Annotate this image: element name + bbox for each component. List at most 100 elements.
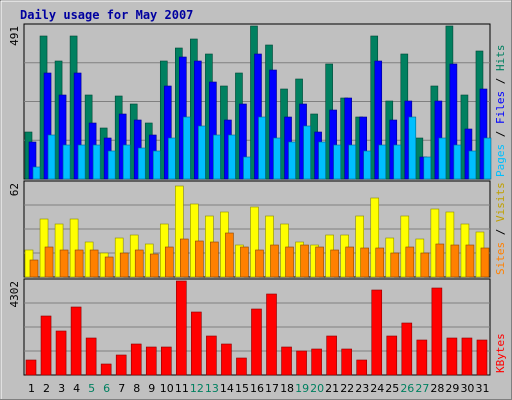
- bar-sites-3: [59, 249, 69, 278]
- bar-kbytes-2: [40, 315, 52, 376]
- bar-kbytes-4: [70, 306, 82, 376]
- legend-separator: /: [494, 124, 507, 144]
- bar-sites-26: [405, 246, 415, 278]
- panel-visits-sites: 62 Sites / Visits: [8, 180, 507, 278]
- bar-pages-26: [408, 116, 417, 180]
- bar-kbytes-6: [100, 363, 112, 376]
- bar-pages-12: [198, 125, 206, 180]
- x-tick-label-26: 26: [400, 382, 414, 395]
- bar-files-23: [359, 116, 368, 180]
- bar-pages-28: [438, 137, 447, 180]
- legend-text: Pages / Files / Hits: [494, 45, 507, 178]
- x-tick-label-21: 21: [325, 382, 339, 395]
- bar-files-3: [58, 94, 67, 180]
- legend-files: Files: [494, 91, 507, 124]
- bar-sites-21: [330, 249, 339, 278]
- legend-separator: /: [494, 71, 507, 91]
- bar-kbytes-3: [55, 330, 67, 376]
- bar-kbytes-31: [476, 339, 488, 376]
- bar-sites-12: [195, 240, 204, 278]
- bar-kbytes-25: [386, 335, 398, 376]
- bar-kbytes-19: [296, 350, 307, 376]
- bar-visits-26: [400, 215, 410, 278]
- bar-pages-8: [137, 147, 146, 180]
- y-max-label: 491: [8, 26, 21, 46]
- x-tick-label-13: 13: [205, 382, 219, 395]
- bar-visits-12: [190, 203, 199, 278]
- bar-kbytes-9: [145, 346, 157, 376]
- bar-pages-11: [183, 116, 191, 180]
- x-tick-label-1: 1: [28, 382, 35, 395]
- x-tick-label-27: 27: [415, 382, 429, 395]
- bar-pages-25: [393, 144, 402, 180]
- bar-kbytes-22: [341, 348, 352, 376]
- bar-files-17: [269, 69, 277, 180]
- bar-files-10: [163, 85, 172, 180]
- bar-pages-31: [483, 137, 492, 180]
- bar-kbytes-16: [251, 308, 262, 376]
- x-tick-label-20: 20: [310, 382, 324, 395]
- y-max-label: 4302: [8, 281, 21, 308]
- bar-visits-11: [175, 185, 184, 278]
- bar-pages-2: [47, 134, 56, 180]
- bar-sites-29: [450, 244, 460, 278]
- legend-sites: Sites: [494, 242, 507, 275]
- legend-visits: Visits: [494, 182, 507, 222]
- bar-pages-6: [107, 150, 116, 180]
- panel-hits-files-pages: 491 Pages / Files / Hits: [8, 23, 507, 180]
- bar-sites-2: [44, 246, 54, 278]
- bar-sites-23: [360, 247, 370, 278]
- bar-pages-17: [273, 137, 281, 180]
- x-tick-label-7: 7: [118, 382, 125, 395]
- bar-files-13: [209, 81, 217, 180]
- bar-sites-5: [89, 249, 99, 278]
- x-tick-label-11: 11: [175, 382, 189, 395]
- bar-kbytes-20: [311, 348, 322, 376]
- bar-pages-29: [453, 144, 462, 180]
- bar-kbytes-14: [221, 343, 232, 376]
- bar-pages-24: [378, 144, 387, 180]
- bar-kbytes-10: [160, 346, 172, 376]
- bar-sites-24: [375, 247, 385, 278]
- x-tick-label-19: 19: [295, 382, 309, 395]
- bar-pages-13: [213, 134, 221, 180]
- bar-sites-25: [390, 252, 400, 278]
- bar-sites-11: [180, 238, 189, 278]
- bar-kbytes-21: [326, 335, 337, 376]
- bar-pages-10: [167, 137, 176, 180]
- bar-pages-1: [32, 166, 41, 180]
- bar-sites-16: [255, 249, 264, 278]
- x-tick-label-2: 2: [43, 382, 50, 395]
- legend-kbytes: KBytes: [494, 333, 507, 373]
- bar-files-12: [194, 60, 202, 180]
- bar-sites-14: [225, 232, 234, 278]
- bar-pages-16: [258, 116, 266, 180]
- bar-sites-1: [29, 259, 39, 278]
- bar-kbytes-15: [236, 357, 247, 376]
- bar-pages-19: [303, 125, 311, 180]
- bar-files-15: [239, 103, 247, 180]
- x-tick-label-5: 5: [88, 382, 95, 395]
- x-tick-label-8: 8: [133, 382, 140, 395]
- chart-title: Daily usage for May 2007: [20, 8, 193, 22]
- bar-files-31: [479, 88, 488, 180]
- x-tick-label-16: 16: [250, 382, 264, 395]
- bar-kbytes-28: [431, 287, 443, 376]
- legend-separator: /: [494, 222, 507, 242]
- bar-pages-7: [122, 144, 131, 180]
- x-tick-label-31: 31: [475, 382, 489, 395]
- bar-kbytes-18: [281, 346, 292, 376]
- bar-visits-4: [69, 218, 79, 278]
- x-tick-label-29: 29: [445, 382, 459, 395]
- bar-sites-30: [465, 244, 475, 278]
- bar-kbytes-17: [266, 293, 277, 376]
- bar-visits-16: [250, 206, 259, 278]
- bar-kbytes-1: [25, 359, 37, 376]
- legend-text: Sites / Visits: [494, 182, 507, 275]
- bar-pages-5: [92, 144, 101, 180]
- x-tick-label-23: 23: [355, 382, 369, 395]
- legend-text: KBytes: [494, 333, 507, 373]
- bar-sites-4: [74, 249, 84, 278]
- x-tick-label-6: 6: [103, 382, 110, 395]
- x-tick-label-22: 22: [340, 382, 354, 395]
